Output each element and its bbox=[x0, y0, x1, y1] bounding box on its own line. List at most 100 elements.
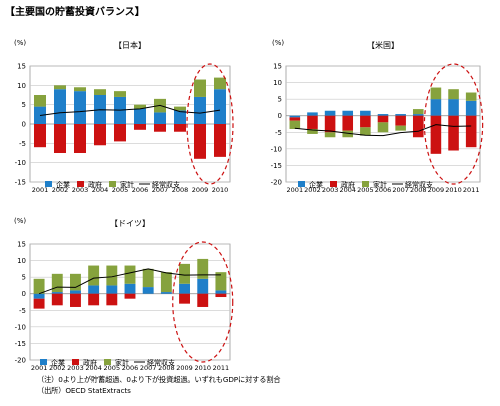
y-tick-label: 10 bbox=[273, 79, 282, 87]
current-account-line bbox=[294, 124, 472, 137]
unit-label: (%) bbox=[272, 39, 284, 47]
bar-segment-government bbox=[412, 115, 424, 138]
bar-segment-household bbox=[197, 258, 209, 279]
x-tick-label: 2004 bbox=[92, 186, 109, 194]
bar-segment-corporate bbox=[124, 283, 136, 294]
bar-segment-household bbox=[448, 89, 459, 100]
bar-segment-household bbox=[124, 265, 136, 284]
x-tick-label: 2006 bbox=[122, 364, 139, 372]
chart-usa: 【米国】 (%) -20 -15 -10 -5 0 5 10 15 2001 2002 2003 2004… bbox=[258, 32, 500, 202]
bar-segment-corporate bbox=[134, 108, 146, 124]
y-tick-label: 10 bbox=[17, 257, 26, 265]
bar-segment-corporate bbox=[395, 114, 406, 116]
legend-swatch bbox=[40, 359, 47, 365]
legend-label: 家計 bbox=[115, 358, 129, 367]
x-tick-label: 2011 bbox=[213, 364, 230, 372]
bar-segment-household bbox=[324, 132, 336, 138]
x-tick-label: 2008 bbox=[172, 186, 189, 194]
bar-segment-government bbox=[33, 298, 45, 309]
x-tick-label: 2010 bbox=[445, 186, 462, 194]
chart-svg: 【米国】 (%) -20 -15 -10 -5 0 5 10 15 2001 2002 2003 2004… bbox=[271, 39, 484, 194]
bar-segment-household bbox=[88, 265, 100, 286]
x-tick-label: 2005 bbox=[112, 186, 129, 194]
highlight-ellipse bbox=[172, 241, 234, 363]
x-tick-label: 2003 bbox=[322, 186, 339, 194]
bar-segment-corporate bbox=[465, 100, 477, 116]
y-tick-label: 0 bbox=[22, 290, 26, 298]
bar-segment-government bbox=[214, 124, 226, 157]
unit-label: (%) bbox=[14, 39, 26, 47]
x-tick-label: 2004 bbox=[85, 364, 102, 372]
bar-segment-government bbox=[34, 124, 46, 148]
x-tick-label: 2006 bbox=[132, 186, 149, 194]
x-tick-label: 2011 bbox=[463, 186, 480, 194]
bar-segment-household bbox=[51, 273, 63, 293]
unit-label: (%) bbox=[14, 217, 26, 225]
legend-swatch bbox=[104, 359, 111, 365]
bar-segment-government bbox=[465, 115, 477, 148]
x-tick-label: 2003 bbox=[67, 364, 84, 372]
bar-segment-government bbox=[94, 124, 106, 146]
bar-segment-corporate bbox=[214, 89, 226, 124]
y-tick-label: -10 bbox=[271, 145, 282, 153]
legend: 企業 政府 家計 経常収支 bbox=[298, 180, 433, 189]
x-tick-label: 2002 bbox=[304, 186, 321, 194]
bar-segment-government bbox=[194, 124, 206, 159]
x-tick-label: 2008 bbox=[158, 364, 175, 372]
chart-title: 【ドイツ】 bbox=[110, 219, 150, 228]
x-tick-label: 2001 bbox=[287, 186, 304, 194]
bar-segment-household bbox=[70, 273, 81, 291]
x-tick-label: 2002 bbox=[49, 364, 66, 372]
legend-label: 経常収支 bbox=[147, 358, 175, 367]
legend-swatch bbox=[298, 181, 305, 187]
highlight-ellipse bbox=[186, 63, 234, 185]
legend-label: 政府 bbox=[88, 180, 102, 189]
bar-segment-government bbox=[360, 115, 371, 128]
bar-segment-government bbox=[307, 115, 318, 129]
bar-segment-household bbox=[174, 106, 186, 111]
bar-segment-corporate bbox=[377, 114, 389, 116]
bar-segment-household bbox=[214, 77, 226, 90]
x-tick-label: 2007 bbox=[140, 364, 157, 372]
bar-segment-household bbox=[114, 91, 126, 97]
bar-segment-government bbox=[289, 117, 301, 121]
bar-segment-corporate bbox=[106, 285, 118, 294]
bar-segment-household bbox=[289, 120, 301, 129]
bar-segment-household bbox=[179, 263, 190, 284]
bar-segment-government bbox=[342, 115, 354, 131]
x-tick-label: 2001 bbox=[32, 186, 49, 194]
bar-segment-household bbox=[360, 127, 371, 136]
bar-segment-household bbox=[94, 89, 106, 95]
x-tick-label: 2002 bbox=[52, 186, 69, 194]
bar-segment-government bbox=[215, 293, 227, 298]
bar-segment-government bbox=[377, 115, 389, 123]
y-tick-label: -10 bbox=[15, 159, 26, 167]
bar-segment-corporate bbox=[412, 114, 424, 116]
bar-segment-government bbox=[74, 124, 86, 153]
x-tick-label: 2010 bbox=[194, 364, 211, 372]
bar-segment-household bbox=[160, 272, 172, 293]
bar-segment-household bbox=[194, 79, 206, 97]
bar-segment-corporate bbox=[88, 285, 100, 294]
x-tick-label: 2003 bbox=[72, 186, 89, 194]
bar-segment-household bbox=[142, 268, 154, 288]
bar-segment-household bbox=[342, 130, 354, 138]
bar-segment-corporate bbox=[215, 290, 227, 294]
bar-segment-government bbox=[197, 293, 209, 307]
bar-segment-government bbox=[154, 124, 166, 132]
legend: 企業 政府 家計 経常収支 bbox=[45, 180, 180, 189]
bar-segment-government bbox=[430, 115, 442, 154]
y-tick-label: -5 bbox=[19, 140, 26, 148]
bar-segment-household bbox=[106, 265, 118, 286]
legend-swatch bbox=[330, 181, 337, 187]
y-tick-label: -20 bbox=[15, 357, 26, 365]
bar-segment-household bbox=[412, 109, 424, 115]
legend-label: 政府 bbox=[341, 180, 355, 189]
x-tick-label: 2009 bbox=[176, 364, 193, 372]
bar-segment-household bbox=[395, 125, 406, 131]
legend-swatch bbox=[109, 181, 116, 187]
bar-segment-corporate bbox=[154, 112, 166, 124]
bar-segment-corporate bbox=[430, 99, 442, 116]
bar-segment-household bbox=[34, 95, 46, 107]
bar-segment-government bbox=[324, 115, 336, 133]
